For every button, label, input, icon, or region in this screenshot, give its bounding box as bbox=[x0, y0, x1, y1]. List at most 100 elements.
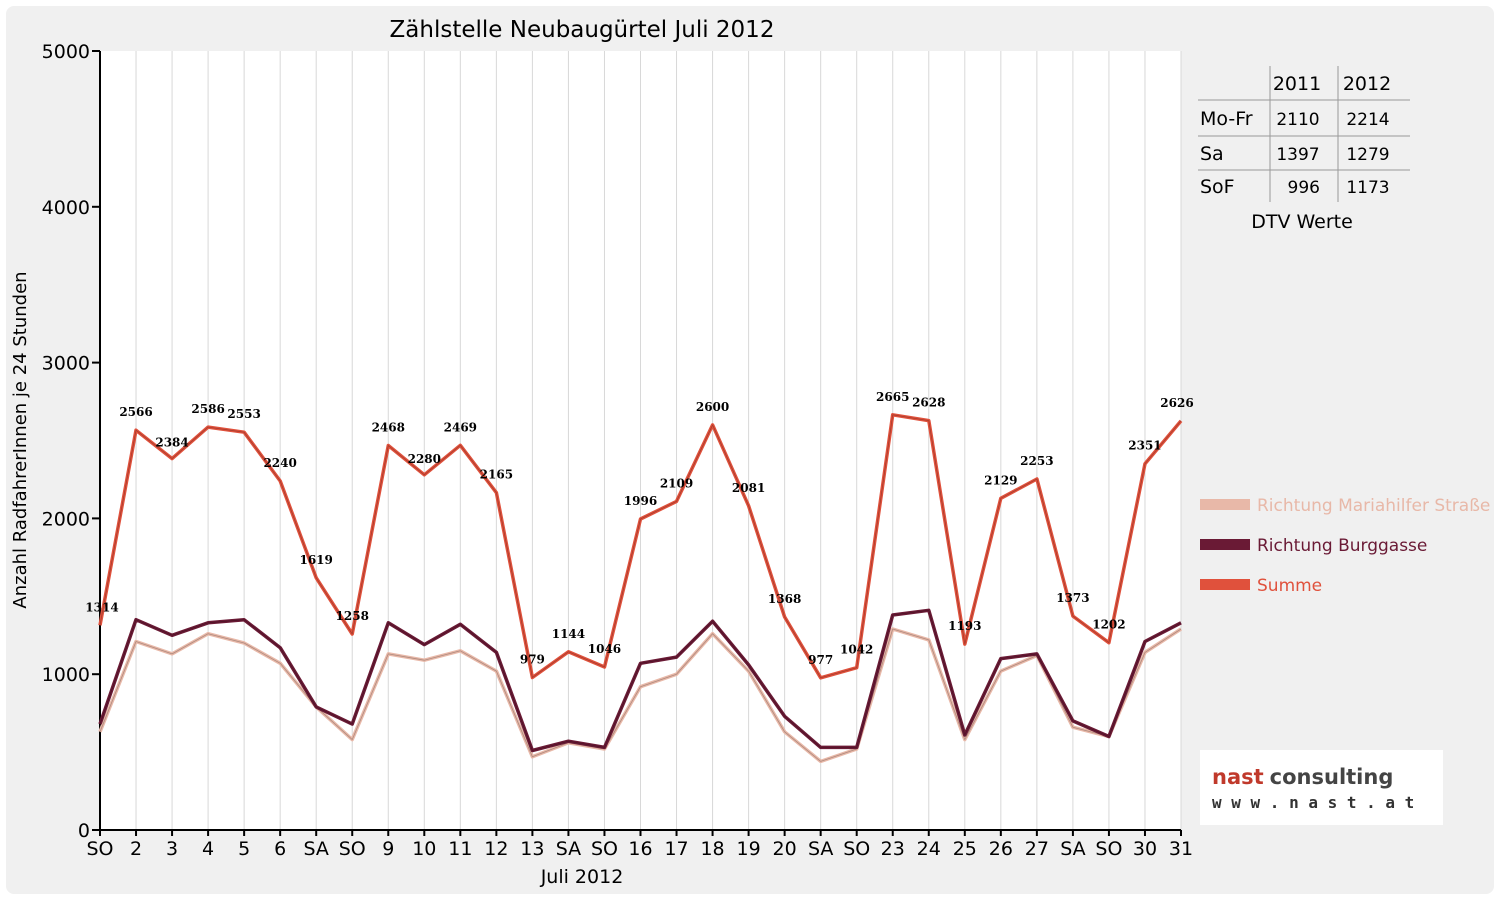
legend-swatch bbox=[1200, 499, 1250, 510]
dtv-header-2011: 2011 bbox=[1273, 73, 1321, 95]
x-tick-label: 9 bbox=[382, 838, 394, 860]
dtv-cell: 2214 bbox=[1346, 110, 1389, 130]
data-label: 2468 bbox=[372, 420, 405, 434]
series-line-edge-2 bbox=[99, 414, 1182, 679]
dtv-caption: DTV Werte bbox=[1251, 211, 1353, 233]
series-line-0 bbox=[98, 627, 1182, 764]
x-tick-label: 18 bbox=[700, 838, 724, 860]
legend-swatch bbox=[1200, 579, 1250, 590]
y-tick-label: 5000 bbox=[42, 41, 90, 63]
data-label: 2253 bbox=[1020, 454, 1053, 468]
data-labels: 1314 2566 2384 2586 2553 2240 1619 1258 2468 2280… bbox=[85, 390, 1193, 667]
data-label: 2628 bbox=[912, 396, 945, 410]
x-tick-label: 17 bbox=[664, 838, 688, 860]
data-label: 1368 bbox=[768, 592, 801, 606]
data-label: 2566 bbox=[119, 405, 152, 419]
data-label: 1046 bbox=[588, 642, 621, 656]
x-tick-label: SO bbox=[843, 838, 870, 860]
x-axis: SO 2 3 4 5 6 SA SO 9 10 11 12 13 SA SO 16 17 18 19 20 SA SO 23… bbox=[86, 829, 1193, 860]
data-label: 2129 bbox=[984, 473, 1017, 487]
dtv-row-label: SoF bbox=[1200, 176, 1235, 198]
x-tick-label: 2 bbox=[130, 838, 142, 860]
data-label: 2165 bbox=[480, 468, 513, 482]
x-tick-label: 20 bbox=[773, 838, 797, 860]
x-tick-label: 11 bbox=[448, 838, 472, 860]
x-tick-label: 10 bbox=[412, 838, 436, 860]
data-label: 2109 bbox=[660, 476, 693, 490]
logo-url: w w w . n a s t . a t bbox=[1212, 793, 1414, 812]
y-axis: 0 1000 2000 3000 4000 5000 bbox=[42, 41, 101, 842]
data-label: 2665 bbox=[876, 390, 909, 404]
data-label: 2384 bbox=[155, 436, 188, 450]
legend-label: Richtung Mariahilfer Straße bbox=[1257, 496, 1490, 516]
data-label: 1144 bbox=[552, 627, 585, 641]
x-tick-label: SO bbox=[86, 838, 113, 860]
data-label: 979 bbox=[520, 652, 545, 666]
data-label: 1202 bbox=[1092, 618, 1125, 632]
series-line-2 bbox=[98, 413, 1183, 680]
data-label: 1619 bbox=[299, 553, 332, 567]
x-tick-label: 4 bbox=[202, 838, 214, 860]
data-label: 2586 bbox=[191, 402, 224, 416]
series-lines bbox=[98, 413, 1183, 764]
logo-name-part2: consulting bbox=[1270, 765, 1394, 789]
data-label: 1996 bbox=[624, 494, 657, 508]
dtv-row-label: Mo-Fr bbox=[1200, 108, 1253, 130]
series-line-1 bbox=[98, 608, 1182, 753]
x-tick-label: 6 bbox=[274, 838, 286, 860]
x-gridlines bbox=[135, 51, 1182, 830]
x-tick-label: SO bbox=[339, 838, 366, 860]
data-label: 1193 bbox=[948, 619, 981, 633]
x-tick-label: SO bbox=[591, 838, 618, 860]
x-tick-label: SA bbox=[808, 838, 833, 860]
x-tick-label: 3 bbox=[166, 838, 178, 860]
x-tick-label: 25 bbox=[953, 838, 977, 860]
x-tick-label: SO bbox=[1095, 838, 1122, 860]
y-tick-label: 2000 bbox=[42, 508, 90, 530]
y-axis-label: Anzahl RadfahrerInnen je 24 Stunden bbox=[10, 271, 31, 608]
x-tick-label: 13 bbox=[520, 838, 544, 860]
data-label: 2351 bbox=[1128, 439, 1161, 453]
dtv-cell: 1279 bbox=[1346, 145, 1389, 165]
x-tick-label: 5 bbox=[238, 838, 250, 860]
data-label: 1314 bbox=[85, 600, 118, 614]
legend-label: Richtung Burggasse bbox=[1257, 536, 1427, 556]
dtv-cell: 2110 bbox=[1276, 110, 1319, 130]
x-tick-label: 12 bbox=[484, 838, 508, 860]
x-axis-label: Juli 2012 bbox=[540, 866, 624, 888]
data-label: 2469 bbox=[444, 420, 477, 434]
dtv-table: 2011 2012 Mo-Fr 2110 2214 Sa 1397 1279 S… bbox=[1198, 66, 1410, 233]
logo-name-part1: nast bbox=[1212, 765, 1264, 789]
legend-swatch bbox=[1200, 539, 1250, 550]
data-label: 2280 bbox=[408, 452, 441, 466]
y-tick-label: 4000 bbox=[42, 197, 90, 219]
data-label: 2600 bbox=[696, 400, 729, 414]
x-tick-label: SA bbox=[303, 838, 328, 860]
y-tick-label: 1000 bbox=[42, 664, 90, 686]
y-tick-label: 0 bbox=[78, 820, 90, 842]
x-tick-label: 27 bbox=[1025, 838, 1049, 860]
data-label: 2626 bbox=[1160, 396, 1193, 410]
y-tick-label: 3000 bbox=[42, 353, 90, 375]
x-tick-label: 30 bbox=[1133, 838, 1157, 860]
x-tick-label: 23 bbox=[881, 838, 905, 860]
x-tick-label: 24 bbox=[917, 838, 941, 860]
legend-label: Summe bbox=[1257, 576, 1322, 596]
legend: Richtung Mariahilfer Straße Richtung Burg… bbox=[1200, 496, 1490, 596]
chart-title: Zählstelle Neubaugürtel Juli 2012 bbox=[390, 17, 775, 43]
dtv-cell: 1397 bbox=[1276, 145, 1319, 165]
x-tick-label: 26 bbox=[989, 838, 1013, 860]
x-tick-label: 31 bbox=[1169, 838, 1193, 860]
x-tick-label: 16 bbox=[628, 838, 652, 860]
data-label: 2081 bbox=[732, 481, 765, 495]
data-label: 1258 bbox=[336, 609, 369, 623]
dtv-header-2012: 2012 bbox=[1343, 73, 1391, 95]
x-tick-label: SA bbox=[1060, 838, 1085, 860]
data-label: 977 bbox=[808, 653, 833, 667]
dtv-cell: 996 bbox=[1288, 178, 1320, 198]
dtv-row-label: Sa bbox=[1200, 143, 1224, 165]
data-label: 2240 bbox=[263, 456, 296, 470]
x-tick-label: SA bbox=[556, 838, 581, 860]
